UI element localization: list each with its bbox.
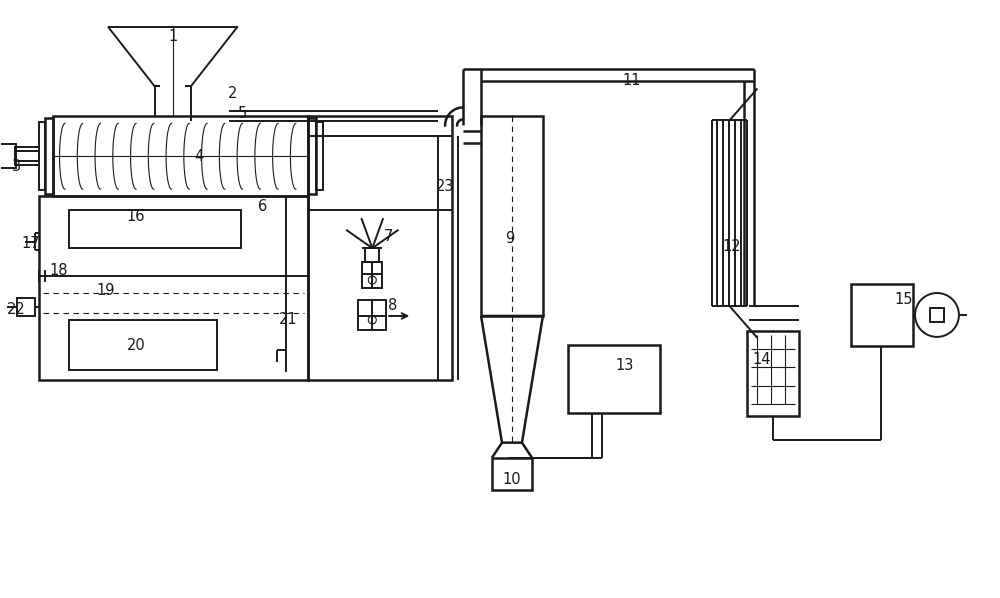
Text: 8: 8 <box>388 298 397 313</box>
Bar <box>308 117 452 380</box>
Bar <box>365 248 379 262</box>
Bar <box>362 262 382 288</box>
Text: 11: 11 <box>622 73 641 88</box>
Bar <box>492 457 532 490</box>
Text: 12: 12 <box>722 239 741 254</box>
Bar <box>568 345 660 413</box>
Bar <box>316 123 323 190</box>
Bar <box>747 331 799 416</box>
Bar <box>39 196 308 380</box>
Text: 1: 1 <box>168 29 177 44</box>
Text: 3: 3 <box>12 159 21 174</box>
Text: 13: 13 <box>616 358 634 373</box>
Text: 19: 19 <box>97 282 115 298</box>
Bar <box>851 284 913 346</box>
Text: 4: 4 <box>194 149 203 164</box>
Text: 17: 17 <box>22 236 40 251</box>
Text: 22: 22 <box>7 303 26 318</box>
Text: 14: 14 <box>752 352 771 367</box>
Text: 16: 16 <box>127 209 145 224</box>
Bar <box>53 117 308 196</box>
Bar <box>930 308 944 322</box>
Text: 9: 9 <box>505 231 515 246</box>
Bar <box>17 298 35 316</box>
Bar <box>69 320 217 370</box>
Text: 23: 23 <box>436 179 454 194</box>
Bar <box>358 300 386 330</box>
Bar <box>0 144 16 168</box>
Text: 2: 2 <box>228 86 237 101</box>
Text: 20: 20 <box>126 338 145 353</box>
Bar <box>39 123 45 190</box>
Text: 15: 15 <box>895 292 913 307</box>
Bar <box>45 118 53 194</box>
Bar <box>15 147 39 165</box>
Text: 21: 21 <box>279 312 298 328</box>
Text: 18: 18 <box>50 263 68 277</box>
Bar <box>481 117 543 316</box>
Text: 5: 5 <box>238 106 247 121</box>
Text: 7: 7 <box>384 228 393 243</box>
Bar <box>308 118 316 194</box>
Text: 10: 10 <box>503 472 521 487</box>
Bar <box>69 210 241 248</box>
Text: 6: 6 <box>258 199 267 213</box>
